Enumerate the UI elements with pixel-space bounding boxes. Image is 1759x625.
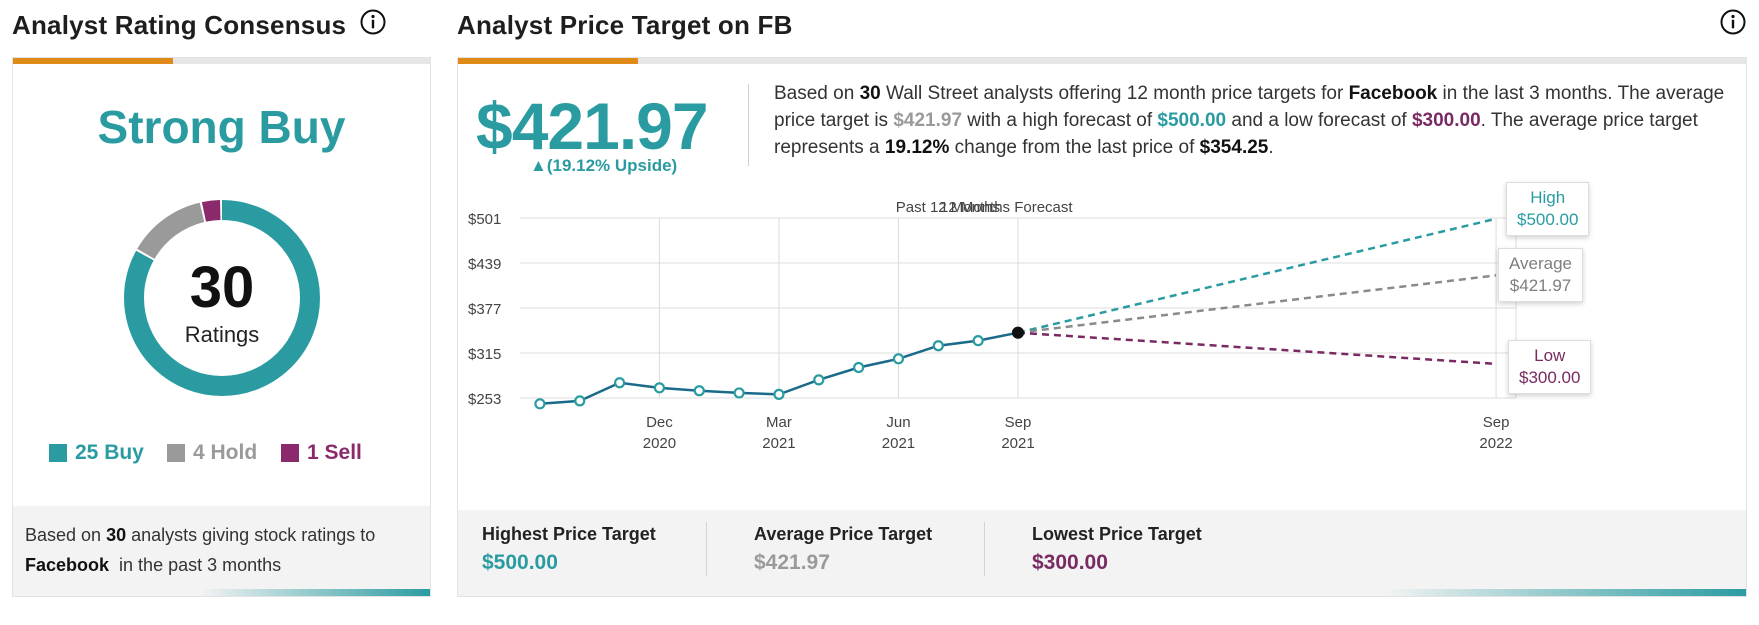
donut-buy-segment <box>124 200 320 396</box>
total-ratings-count: 30 <box>189 255 255 320</box>
ratings-label: Ratings <box>184 322 260 347</box>
card-top-bar <box>458 58 1746 64</box>
forecast-line-high <box>1017 217 1497 334</box>
x-tick-label: Sep <box>1483 414 1510 431</box>
high-callout: High $500.00 <box>1506 182 1590 236</box>
lowest-target-value: $300.00 <box>1032 551 1108 574</box>
divider <box>748 84 749 166</box>
forecast-line-average <box>1017 274 1497 334</box>
ratings-donut: 30 Ratings <box>112 188 332 408</box>
x-tick-label: 2021 <box>882 435 915 452</box>
legend-hold: 4 Hold <box>167 441 257 465</box>
legend-buy-label: 25 Buy <box>75 441 144 464</box>
card-top-bar <box>13 58 430 64</box>
y-tick-label: $377 <box>468 301 501 318</box>
legend-buy: 25 Buy <box>49 441 144 465</box>
card-bottom-bar <box>13 589 430 596</box>
info-icon[interactable] <box>1720 9 1746 35</box>
price-point[interactable] <box>972 335 984 347</box>
high-callout-value: $500.00 <box>1517 210 1579 229</box>
rating-consensus-card: Strong Buy 30 Ratings 25 Buy 4 Hold 1 Se… <box>12 57 431 597</box>
average-target-value: $421.97 <box>754 551 830 574</box>
info-icon[interactable] <box>360 9 386 35</box>
upside-percent: ▲(19.12% Upside) <box>530 156 678 175</box>
x-tick-label: Sep <box>1005 414 1032 431</box>
price-target-description: Based on 30 Wall Street analysts offerin… <box>774 83 1725 158</box>
x-tick-label: Jun <box>886 414 910 431</box>
x-tick-label: 2021 <box>1001 435 1034 452</box>
highest-target: Highest Price Target $500.00 <box>482 524 656 574</box>
average-callout-label: Average <box>1509 254 1573 273</box>
hold-swatch-icon <box>167 444 185 462</box>
rating-consensus-title: Analyst Rating Consensus <box>12 10 347 40</box>
price-point[interactable] <box>773 388 785 400</box>
price-point[interactable] <box>932 340 944 352</box>
price-point[interactable] <box>853 361 865 374</box>
sell-swatch-icon <box>281 444 299 462</box>
legend-sell: 1 Sell <box>281 441 362 465</box>
forecast-period-label: 12 Months Forecast <box>940 199 1073 216</box>
footer-analyst-count: 30 <box>106 525 127 545</box>
price-point[interactable] <box>813 374 825 386</box>
highest-target-value: $500.00 <box>482 551 558 574</box>
footer-company[interactable]: Facebook <box>25 555 110 575</box>
low-callout-label: Low <box>1534 346 1566 365</box>
price-point[interactable] <box>892 353 905 365</box>
x-tick-label: 2022 <box>1479 435 1512 452</box>
buy-swatch-icon <box>49 444 67 462</box>
low-callout-value: $300.00 <box>1519 368 1581 387</box>
y-tick-label: $253 <box>468 391 501 408</box>
price-target-summary: Highest Price Target $500.00 Average Pri… <box>458 510 1746 591</box>
ratings-legend: 25 Buy 4 Hold 1 Sell <box>13 441 430 471</box>
low-callout: Low $300.00 <box>1508 340 1592 394</box>
chart-grid <box>520 217 1517 399</box>
price-target-chart: $501 $439 $377 $315 $253 Dec 2020 Mar 2021 Jun 202… <box>468 199 1517 452</box>
y-tick-label: $439 <box>468 256 501 273</box>
legend-sell-label: 1 Sell <box>307 441 362 464</box>
x-tick-label: 2021 <box>762 435 795 452</box>
current-price-point[interactable] <box>1011 326 1025 339</box>
card-bottom-bar <box>458 589 1746 596</box>
price-point[interactable] <box>574 395 586 407</box>
x-tick-label: 2020 <box>643 435 676 452</box>
ratings-footer-text: Based on 30 analysts giving stock rating… <box>13 506 430 592</box>
legend-hold-label: 4 Hold <box>193 441 258 464</box>
x-tick-label: Mar <box>766 414 792 431</box>
past-period-label: Past 12 Months <box>896 199 1000 216</box>
price-point[interactable] <box>693 385 705 397</box>
price-point[interactable] <box>534 398 546 410</box>
consensus-rating: Strong Buy <box>97 101 346 153</box>
price-point[interactable] <box>614 377 626 389</box>
lowest-target: Lowest Price Target $300.00 <box>1032 524 1202 574</box>
y-tick-label: $315 <box>468 346 501 363</box>
price-point[interactable] <box>733 387 745 399</box>
price-point[interactable] <box>653 382 666 394</box>
forecast-line-low <box>1017 331 1497 366</box>
average-target: Average Price Target $421.97 <box>754 524 933 574</box>
y-tick-label: $501 <box>468 211 501 228</box>
average-callout-value: $421.97 <box>1509 276 1572 295</box>
price-target-card: $421.97 ▲(19.12% Upside) Based on 30 Wal… <box>457 57 1747 597</box>
high-callout-label: High <box>1530 188 1566 207</box>
average-price-target: $421.97 <box>476 89 709 163</box>
price-target-title: Analyst Price Target on FB <box>457 10 793 40</box>
average-callout: Average $421.97 <box>1498 248 1584 302</box>
x-tick-label: Dec <box>646 414 673 431</box>
